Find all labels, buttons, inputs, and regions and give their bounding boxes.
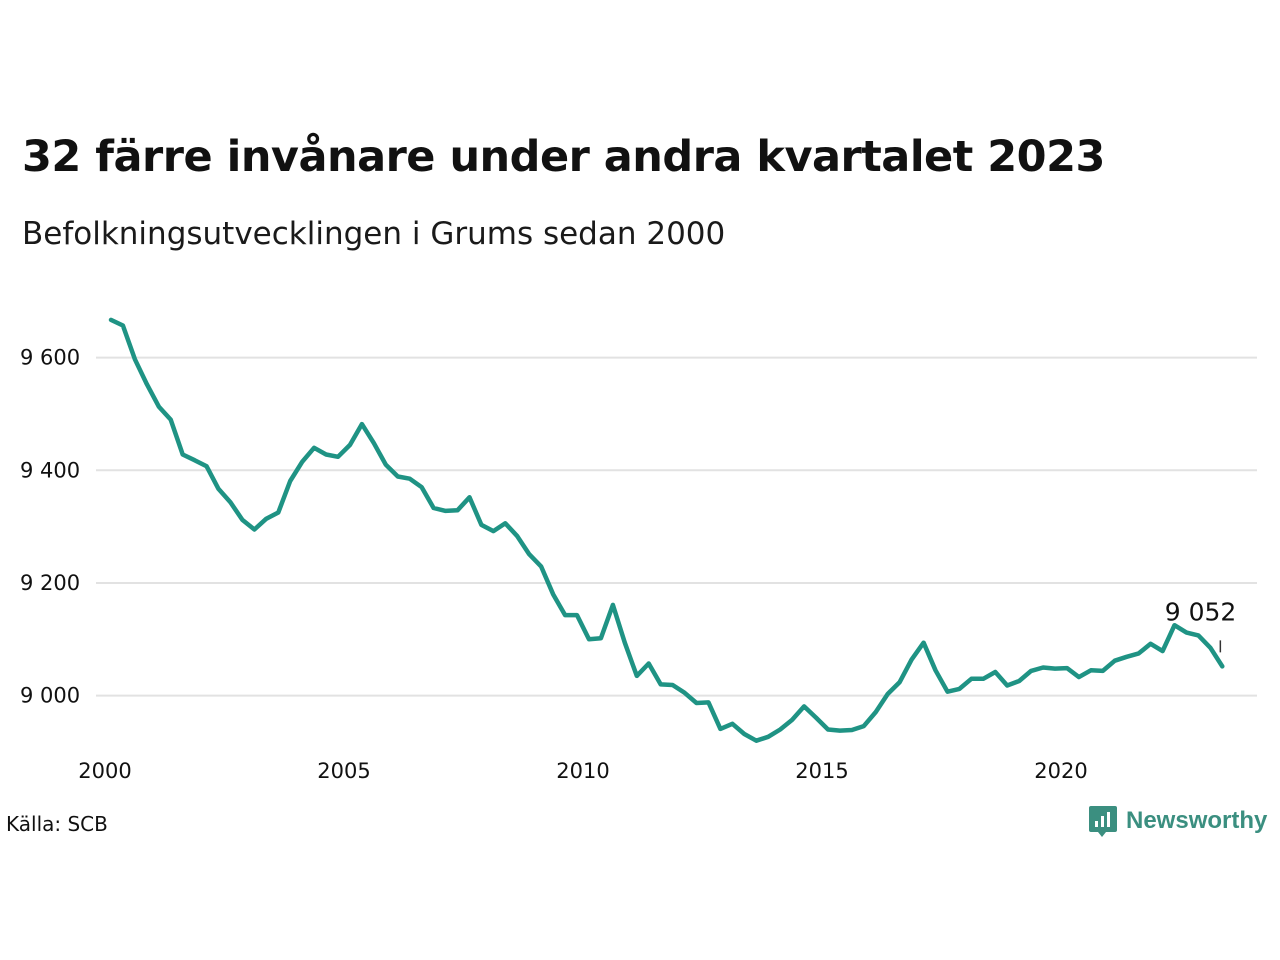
series-layer [108,317,1225,743]
annotation-label: 9 052 [1165,597,1237,626]
x-tick-label: 2005 [317,759,370,783]
y-tick-label: 9 400 [20,458,80,482]
y-tick-label: 9 600 [20,346,80,370]
newsworthy-logo-icon [1089,806,1117,837]
y-tick-label: 9 200 [20,571,80,595]
brand-name: Newsworthy [1126,807,1268,834]
x-tick-label: 2015 [795,759,848,783]
gridlines [96,356,1257,697]
annotation-layer: 9 052 [1165,597,1237,653]
brand-logo[interactable]: Newsworthy [1088,804,1267,838]
source-label: Källa: SCB [6,812,108,836]
series-line [108,317,1225,743]
x-tick-label: 2000 [78,759,131,783]
x-axis-tick-labels: 2000 2005 2010 2015 2020 [78,759,1087,783]
x-tick-label: 2010 [556,759,609,783]
x-tick-label: 2020 [1034,759,1087,783]
y-tick-label: 9 000 [20,684,80,708]
y-axis-tick-labels: 9 000 9 200 9 400 9 600 [20,346,80,708]
chart-subtitle: Befolkningsutvecklingen i Grums sedan 20… [22,216,726,252]
chart-title: 32 färre invånare under andra kvartalet … [22,132,1105,182]
